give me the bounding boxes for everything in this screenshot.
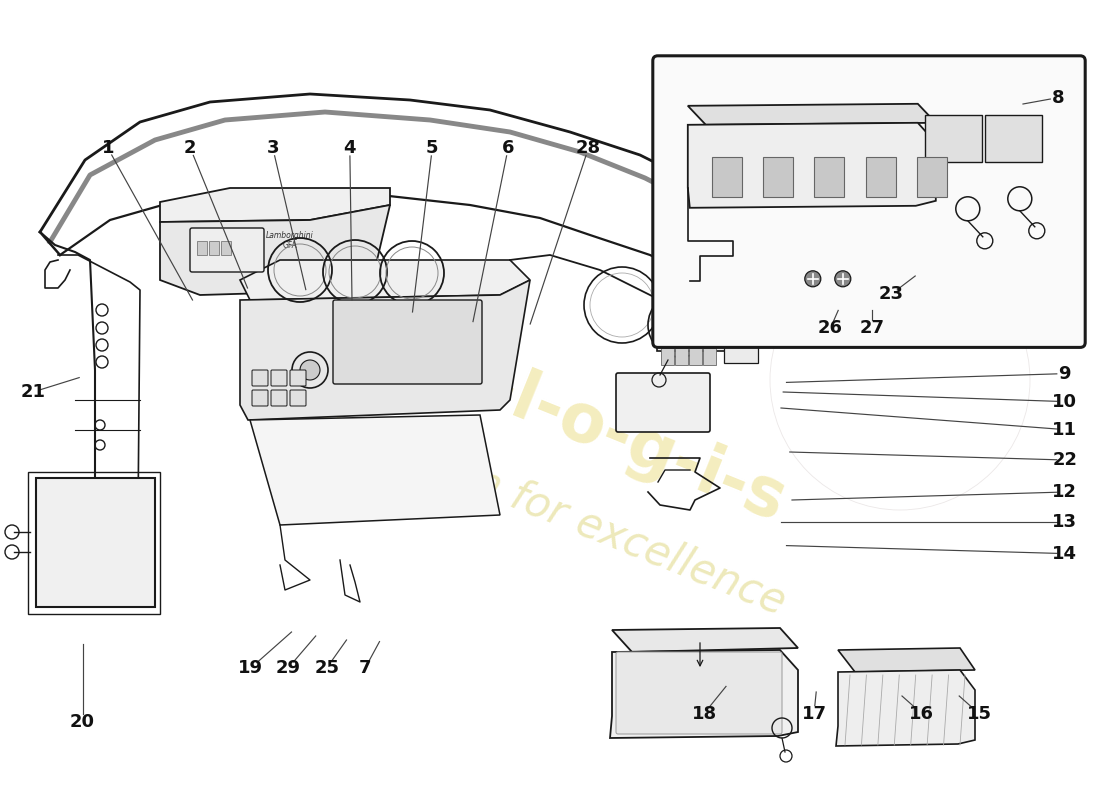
Polygon shape bbox=[610, 650, 797, 738]
Polygon shape bbox=[838, 648, 975, 672]
Text: 14: 14 bbox=[1053, 545, 1077, 562]
Text: 1: 1 bbox=[101, 139, 114, 157]
Text: 10: 10 bbox=[1053, 393, 1077, 410]
Text: 19: 19 bbox=[239, 659, 263, 677]
Text: 17: 17 bbox=[802, 705, 826, 722]
FancyBboxPatch shape bbox=[866, 157, 895, 197]
FancyBboxPatch shape bbox=[703, 348, 716, 365]
Polygon shape bbox=[250, 415, 500, 525]
FancyBboxPatch shape bbox=[661, 348, 674, 365]
Text: 20: 20 bbox=[70, 713, 95, 730]
Text: 27: 27 bbox=[860, 319, 884, 337]
Polygon shape bbox=[240, 260, 530, 300]
Text: e-c-o-l-o-g-i-s: e-c-o-l-o-g-i-s bbox=[305, 285, 795, 535]
Text: a passion for excellence: a passion for excellence bbox=[309, 396, 791, 624]
Text: 16: 16 bbox=[910, 705, 934, 722]
Text: 6: 6 bbox=[502, 139, 515, 157]
Text: 13: 13 bbox=[1053, 513, 1077, 530]
FancyBboxPatch shape bbox=[271, 370, 287, 386]
Text: 23: 23 bbox=[879, 286, 903, 303]
Polygon shape bbox=[240, 280, 530, 420]
FancyBboxPatch shape bbox=[221, 241, 231, 255]
FancyBboxPatch shape bbox=[333, 300, 482, 384]
FancyBboxPatch shape bbox=[36, 478, 155, 607]
Text: 22: 22 bbox=[1053, 451, 1077, 469]
Polygon shape bbox=[688, 104, 936, 125]
Text: 28: 28 bbox=[576, 139, 601, 157]
Text: 21: 21 bbox=[21, 383, 45, 401]
FancyBboxPatch shape bbox=[814, 157, 845, 197]
Text: 9: 9 bbox=[1058, 365, 1071, 382]
Text: 7: 7 bbox=[359, 659, 372, 677]
Polygon shape bbox=[612, 628, 798, 652]
FancyBboxPatch shape bbox=[252, 370, 268, 386]
FancyBboxPatch shape bbox=[290, 370, 306, 386]
Polygon shape bbox=[160, 188, 390, 222]
Text: 11: 11 bbox=[1053, 421, 1077, 438]
FancyBboxPatch shape bbox=[252, 390, 268, 406]
FancyBboxPatch shape bbox=[271, 390, 287, 406]
Text: 29: 29 bbox=[276, 659, 300, 677]
Polygon shape bbox=[688, 123, 936, 208]
FancyBboxPatch shape bbox=[763, 157, 793, 197]
Polygon shape bbox=[160, 205, 390, 295]
FancyBboxPatch shape bbox=[616, 373, 710, 432]
Text: Lamborghini: Lamborghini bbox=[266, 231, 314, 241]
FancyBboxPatch shape bbox=[657, 287, 732, 351]
FancyBboxPatch shape bbox=[675, 348, 688, 365]
FancyBboxPatch shape bbox=[197, 241, 207, 255]
FancyBboxPatch shape bbox=[689, 348, 702, 365]
Text: 3: 3 bbox=[266, 139, 279, 157]
Text: GFA: GFA bbox=[283, 242, 297, 250]
Text: 4: 4 bbox=[343, 139, 356, 157]
Text: 8: 8 bbox=[1052, 89, 1065, 106]
FancyBboxPatch shape bbox=[616, 652, 782, 734]
FancyBboxPatch shape bbox=[916, 157, 947, 197]
Circle shape bbox=[805, 270, 821, 287]
Text: 15: 15 bbox=[967, 705, 991, 722]
Text: 25: 25 bbox=[315, 659, 339, 677]
FancyBboxPatch shape bbox=[190, 228, 264, 272]
Circle shape bbox=[835, 270, 850, 287]
Text: 26: 26 bbox=[818, 319, 843, 337]
FancyBboxPatch shape bbox=[209, 241, 219, 255]
Circle shape bbox=[300, 360, 320, 380]
Text: 18: 18 bbox=[692, 705, 716, 722]
Polygon shape bbox=[836, 670, 975, 746]
FancyBboxPatch shape bbox=[652, 56, 1086, 347]
FancyBboxPatch shape bbox=[712, 157, 741, 197]
Text: 5: 5 bbox=[426, 139, 439, 157]
FancyBboxPatch shape bbox=[724, 344, 758, 363]
FancyBboxPatch shape bbox=[290, 390, 306, 406]
FancyBboxPatch shape bbox=[925, 115, 982, 162]
Text: 12: 12 bbox=[1053, 483, 1077, 501]
FancyBboxPatch shape bbox=[984, 115, 1042, 162]
Text: 2: 2 bbox=[184, 139, 197, 157]
